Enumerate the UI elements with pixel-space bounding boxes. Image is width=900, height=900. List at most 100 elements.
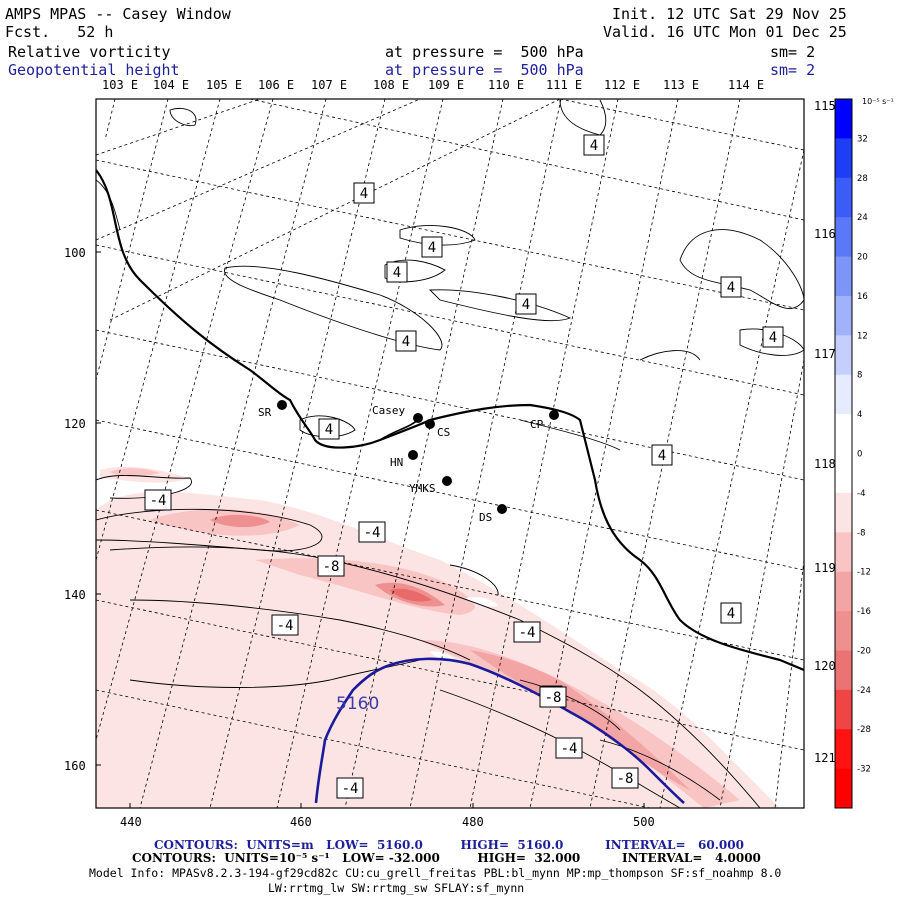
field2-smoothing: sm= 2 (770, 61, 816, 79)
colorbar-unit: 10⁻⁵ s⁻¹ (862, 97, 894, 106)
contour-label: -8 (323, 559, 340, 575)
contour-label: -4 (364, 525, 381, 541)
colorbar-tick-label: 24 (857, 213, 868, 223)
contour-label: 4 (360, 186, 368, 202)
contour-label: 4 (658, 448, 666, 464)
station-label-hn: HN (390, 456, 403, 469)
colorbar-tick-label: -24 (857, 686, 871, 696)
colorbar-tick-label: -28 (857, 725, 871, 735)
y-tick-label: 120 (64, 417, 86, 431)
x-tick-label: 460 (290, 815, 312, 829)
lon-label: 107 E (311, 78, 347, 92)
contour-label: 4 (769, 330, 777, 346)
contour-label: 4 (522, 297, 530, 313)
contour-label: 4 (428, 240, 436, 256)
colorbar-swatch (835, 414, 852, 454)
lat-lon-grid (96, 99, 804, 808)
lon-label: 110 E (488, 78, 524, 92)
colorbar-swatch (835, 729, 852, 770)
lon-label: 109 E (428, 78, 464, 92)
contour-label: 4 (325, 422, 333, 438)
colorbar-tick-label: 12 (857, 331, 868, 341)
lon-label: 106 E (258, 78, 294, 92)
colorbar-tick-label: -12 (857, 568, 871, 578)
y-tick-label: 140 (64, 588, 86, 602)
footer-height-contours: CONTOURS: UNITS=m LOW= 5160.0 HIGH= 5160… (154, 838, 744, 852)
lon-label: 111 E (546, 78, 582, 92)
contour-label: 4 (590, 138, 598, 154)
colorbar-tick-label: -8 (857, 528, 865, 538)
footer-model-info: Model Info: MPASv8.2.3-194-gf29cd82c CU:… (89, 866, 782, 880)
contour-label: 4 (402, 334, 410, 350)
colorbar-tick-label: 32 (857, 134, 868, 144)
colorbar: 10⁻⁵ s⁻¹ 32 28 24 20 16 12 8 4 0 -4 -8 -12 -16 -20 -24… (834, 97, 894, 809)
colorbar-tick-label: -4 (857, 489, 865, 499)
field2-name: Geopotential height (8, 61, 180, 79)
axes: 440 460 480 500 100 120 140 160 (64, 246, 655, 829)
lon-label: 108 E (373, 78, 409, 92)
contour-label: -8 (617, 771, 634, 787)
colorbar-swatch (835, 295, 852, 336)
colorbar-tick-label: 20 (857, 253, 868, 263)
station-label-sr: SR (258, 406, 272, 419)
colorbar-swatch (835, 217, 852, 258)
contour-label: 4 (393, 265, 401, 281)
field1-name: Relative vorticity (8, 43, 171, 61)
forecast-hour: Fcst. 52 h (5, 23, 114, 41)
contour-label: -4 (561, 741, 578, 757)
colorbar-swatch (835, 571, 852, 612)
colorbar-frame (834, 98, 853, 809)
lon-label: 104 E (153, 78, 189, 92)
lon-label: 112 E (604, 78, 640, 92)
y-tick-label: 100 (64, 246, 86, 260)
x-tick-label: 440 (120, 815, 142, 829)
x-tick-label: 500 (633, 815, 655, 829)
lon-label: 113 E (663, 78, 699, 92)
contour-label: -4 (277, 618, 294, 634)
colorbar-tick-label: 0 (857, 450, 862, 460)
x-tick-label: 480 (462, 815, 484, 829)
colorbar-tick-label: -32 (857, 765, 871, 775)
contour-label: 4 (727, 280, 735, 296)
y-tick-label: 160 (64, 759, 86, 773)
footer-model-info-2: LW:rrtmg_lw SW:rrtmg_sw SFLAY:sf_mynn (268, 881, 525, 895)
colorbar-swatch (835, 453, 852, 494)
contour-label: -4 (342, 781, 359, 797)
colorbar-swatch (835, 532, 852, 573)
contour-label: -4 (519, 625, 536, 641)
field2-level: at pressure = 500 hPa (385, 61, 584, 79)
vorticity-contours (96, 99, 804, 808)
colorbar-swatch (835, 177, 852, 218)
contour-label: -4 (150, 493, 167, 509)
station-label-ds: DS (479, 511, 492, 524)
height-contour-5160 (314, 657, 685, 804)
colorbar-swatch (835, 138, 852, 179)
contour-label: -8 (545, 690, 562, 706)
lon-label: 103 E (102, 78, 138, 92)
colorbar-swatch (835, 335, 852, 376)
init-time: Init. 12 UTC Sat 29 Nov 25 (612, 5, 847, 23)
colorbar-swatch (835, 99, 852, 139)
valid-time: Valid. 16 UTC Mon 01 Dec 25 (603, 23, 847, 41)
vorticity-shading (96, 466, 780, 808)
contour-labels: 4 4 4 4 4 4 4 4 4 4 4 4 -4 -4 (144, 134, 784, 799)
station-label-casey: Casey (372, 404, 405, 417)
colorbar-swatch (835, 374, 852, 415)
contour-label: 4 (727, 606, 735, 622)
colorbar-swatch (835, 768, 852, 809)
colorbar-swatch (835, 492, 852, 533)
colorbar-tick-label: -20 (857, 646, 871, 656)
colorbar-tick-label: 8 (857, 371, 862, 381)
colorbar-swatch (835, 689, 852, 730)
footer-vorticity-contours: CONTOURS: UNITS=10⁻⁵ s⁻¹ LOW= -32.000 HI… (132, 851, 761, 865)
lon-label: 105 E (206, 78, 242, 92)
colorbar-tick-label: -16 (857, 607, 871, 617)
field1-level: at pressure = 500 hPa (385, 43, 584, 61)
colorbar-swatch (835, 256, 852, 297)
colorbar-tick-label: 4 (857, 410, 862, 420)
plot-title: AMPS MPAS -- Casey Window (5, 5, 231, 23)
colorbar-swatch (835, 650, 852, 691)
colorbar-swatch (835, 611, 852, 651)
colorbar-tick-label: 16 (857, 292, 868, 302)
